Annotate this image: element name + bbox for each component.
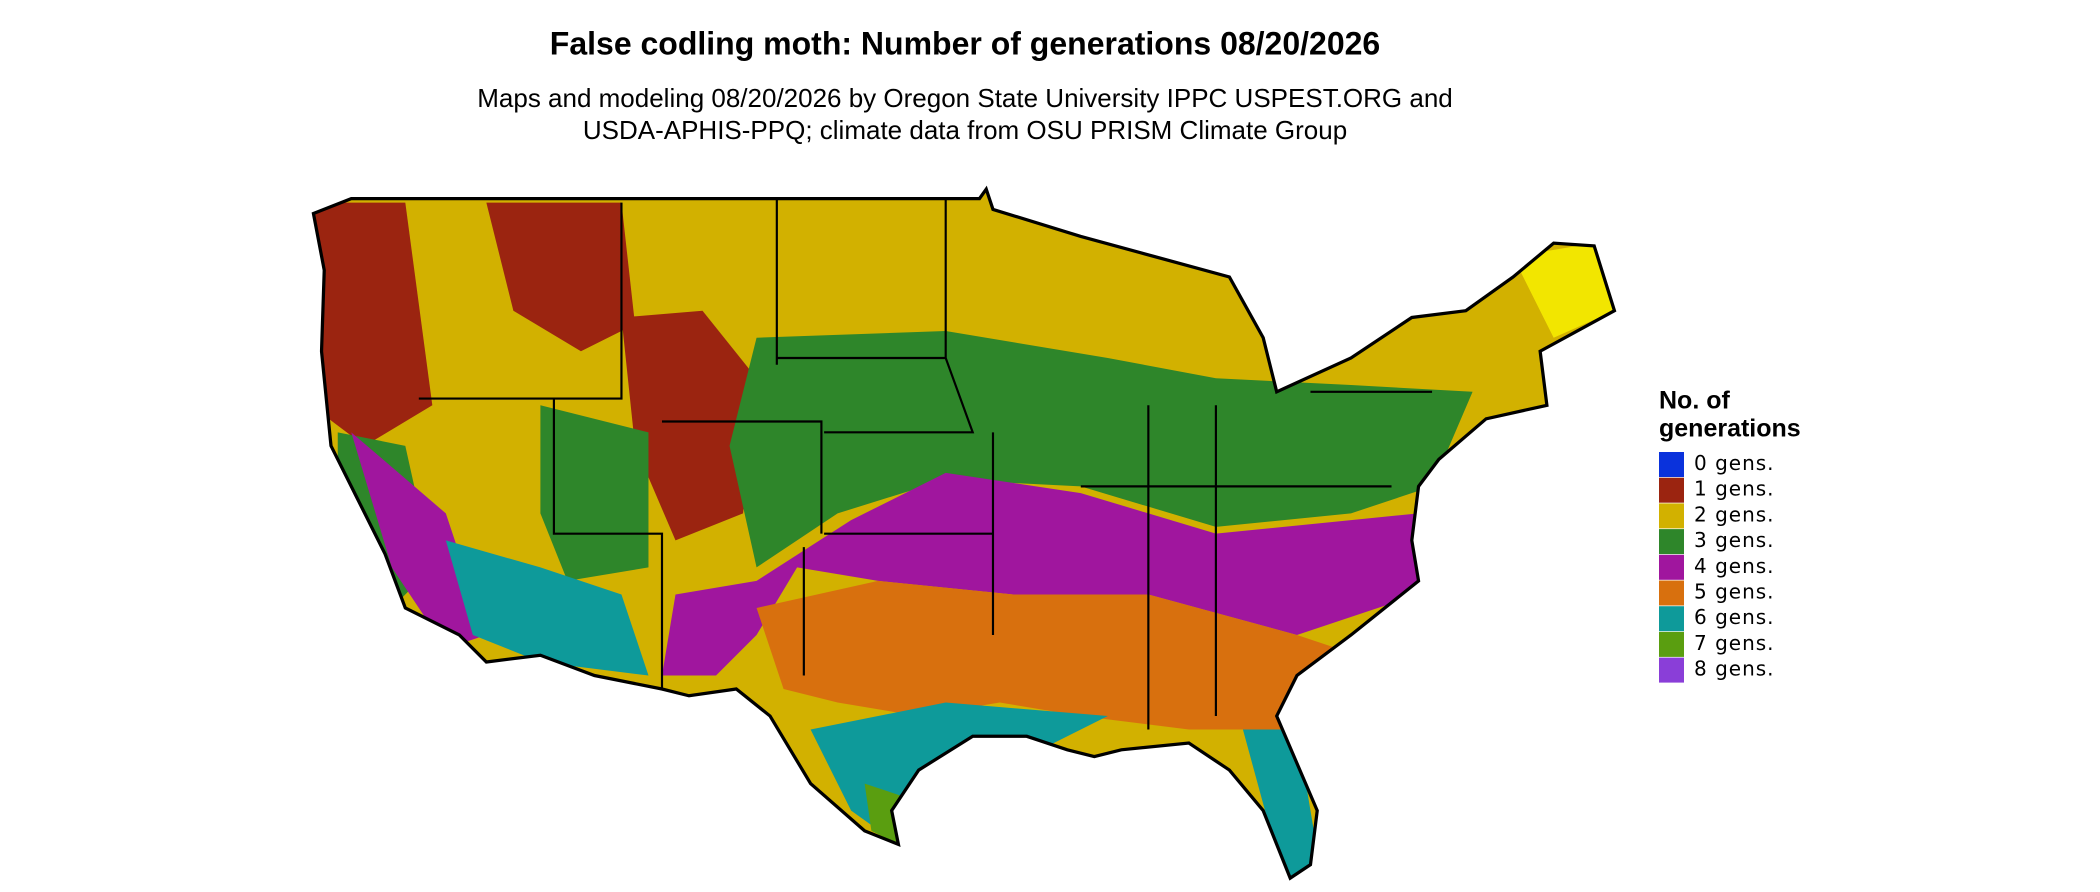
legend-swatch bbox=[1659, 529, 1684, 555]
legend-label: 4 gens. bbox=[1694, 554, 1775, 578]
legend-label: 1 gens. bbox=[1694, 477, 1775, 501]
map-subtitle: Maps and modeling 08/20/2026 by Oregon S… bbox=[477, 83, 1453, 113]
legend: No. of generations 0 gens.1 gens.2 gens.… bbox=[1659, 387, 1801, 683]
legend-label: 6 gens. bbox=[1694, 605, 1775, 629]
legend-swatch bbox=[1659, 606, 1684, 632]
zone bbox=[540, 405, 649, 581]
legend-swatch bbox=[1659, 503, 1684, 529]
zone bbox=[486, 202, 635, 352]
map-subtitle: USDA-APHIS-PPQ; climate data from OSU PR… bbox=[583, 115, 1347, 145]
zone bbox=[756, 580, 1338, 730]
legend-swatch bbox=[1659, 554, 1684, 580]
us-map bbox=[311, 185, 1617, 881]
legend-label: 5 gens. bbox=[1694, 580, 1775, 604]
legend-swatch bbox=[1659, 477, 1684, 503]
zone bbox=[313, 202, 433, 446]
legend-label: 0 gens. bbox=[1694, 451, 1775, 475]
legend-label: 3 gens. bbox=[1694, 528, 1775, 552]
legend-label: 7 gens. bbox=[1694, 631, 1775, 655]
map-title: False codling moth: Number of generation… bbox=[550, 25, 1380, 61]
legend-swatch bbox=[1659, 452, 1684, 477]
legend-title: No. of bbox=[1659, 387, 1730, 415]
legend-swatch bbox=[1659, 580, 1684, 606]
zone bbox=[445, 540, 649, 676]
legend-swatch bbox=[1659, 657, 1684, 683]
state-lines bbox=[311, 185, 1617, 881]
zone bbox=[1513, 243, 1615, 338]
zone bbox=[351, 432, 487, 649]
legend-swatch bbox=[1659, 631, 1684, 657]
legend-label: 2 gens. bbox=[1694, 502, 1775, 526]
legend-label: 8 gens. bbox=[1694, 657, 1775, 681]
zone bbox=[729, 330, 1473, 568]
zone bbox=[621, 310, 757, 541]
zone bbox=[661, 472, 1419, 676]
legend-title: generations bbox=[1659, 415, 1801, 443]
